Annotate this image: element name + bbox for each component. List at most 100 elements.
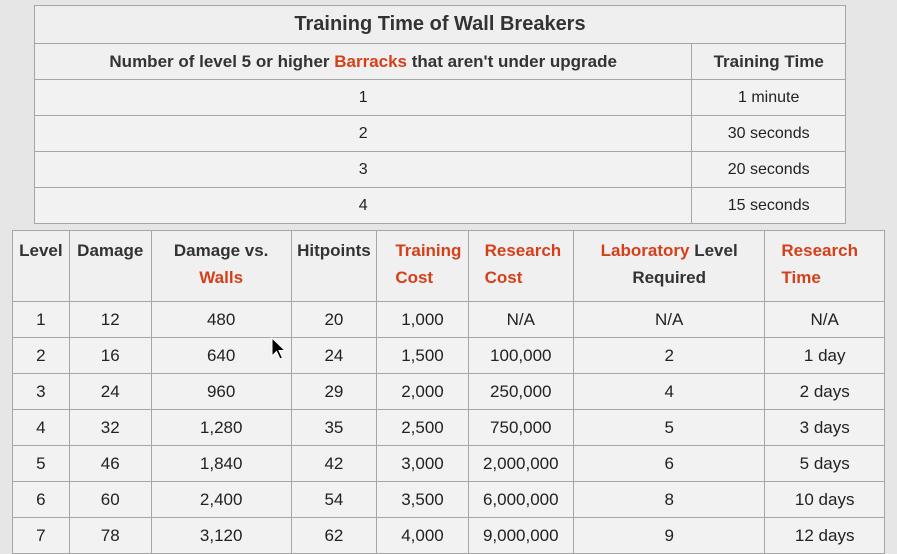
damage-header: Damage (68, 230, 152, 302)
research-time-cell: 2 days (764, 373, 885, 410)
damage-vs-walls-cell: 1,280 (150, 409, 292, 446)
research-time-cell: 5 days (764, 445, 885, 482)
research-cost-link[interactable]: Cost (484, 268, 523, 287)
table-row: 2 30 seconds (33, 115, 846, 152)
header-text: Damage vs. (173, 241, 269, 260)
laboratory-link[interactable]: Laboratory (600, 241, 690, 260)
research-time-cell: 12 days (764, 517, 885, 554)
training-time-cell: 20 seconds (691, 151, 846, 188)
barracks-count-cell: 1 (33, 79, 693, 116)
research-cost-cell: N/A (467, 301, 574, 338)
damage-cell: 46 (68, 445, 152, 482)
hitpoints-cell: 35 (290, 409, 378, 446)
training-time-header: Training Time (691, 43, 846, 80)
hitpoints-cell: 20 (290, 301, 378, 338)
header-text: Required (632, 268, 707, 287)
table-row: 2 16 640 24 1,500 100,000 2 1 day (12, 337, 885, 374)
research-time-link[interactable]: Research (781, 241, 858, 260)
hitpoints-cell: 42 (290, 445, 378, 482)
training-cost-cell: 2,500 (376, 409, 469, 446)
training-cost-cell: 3,500 (376, 481, 469, 518)
laboratory-level-cell: 4 (572, 373, 766, 410)
research-cost-cell: 100,000 (467, 337, 574, 374)
research-cost-link[interactable]: Research (484, 241, 562, 260)
research-time-cell: 10 days (764, 481, 885, 518)
laboratory-level-header: Laboratory Level Required (572, 230, 766, 302)
training-cost-link[interactable]: Cost (395, 268, 434, 287)
training-time-table: Training Time of Wall Breakers Number of… (33, 5, 846, 224)
research-cost-cell: 9,000,000 (467, 517, 574, 554)
table-row: 1 12 480 20 1,000 N/A N/A N/A (12, 301, 885, 338)
table-row: 3 20 seconds (33, 151, 846, 188)
barracks-count-cell: 2 (33, 115, 693, 152)
level-cell: 7 (12, 517, 70, 554)
barracks-link[interactable]: Barracks (334, 51, 408, 71)
research-time-cell: 1 day (764, 337, 885, 374)
hitpoints-cell: 54 (290, 481, 378, 518)
research-time-header[interactable]: Research Time (764, 230, 885, 302)
damage-cell: 24 (68, 373, 152, 410)
barracks-count-cell: 4 (33, 187, 693, 224)
damage-vs-walls-cell: 480 (150, 301, 292, 338)
damage-vs-walls-cell: 1,840 (150, 445, 292, 482)
level-cell: 3 (12, 373, 70, 410)
damage-vs-walls-cell: 2,400 (150, 481, 292, 518)
level-cell: 1 (12, 301, 70, 338)
training-cost-link[interactable]: Training (395, 241, 462, 260)
training-cost-cell: 2,000 (376, 373, 469, 410)
table-row: 5 46 1,840 42 3,000 2,000,000 6 5 days (12, 445, 885, 482)
research-cost-cell: 2,000,000 (467, 445, 574, 482)
walls-link[interactable]: Walls (199, 268, 244, 287)
level-cell: 6 (12, 481, 70, 518)
hitpoints-cell: 62 (290, 517, 378, 554)
research-time-cell: N/A (764, 301, 885, 338)
research-cost-cell: 6,000,000 (467, 481, 574, 518)
laboratory-level-cell: 6 (572, 445, 766, 482)
wall-breaker-stats-table: Level Damage Damage vs. Walls Hitpoints T… (12, 230, 885, 554)
header-text: Level (689, 241, 738, 260)
level-header: Level (12, 230, 70, 302)
training-time-cell: 15 seconds (691, 187, 846, 224)
research-cost-header[interactable]: Research Cost (467, 230, 574, 302)
training-cost-cell: 1,500 (376, 337, 469, 374)
level-cell: 5 (12, 445, 70, 482)
damage-vs-walls-cell: 3,120 (150, 517, 292, 554)
table-caption: Training Time of Wall Breakers (34, 5, 846, 44)
damage-vs-walls-header: Damage vs. Walls (150, 230, 292, 302)
damage-cell: 12 (68, 301, 152, 338)
barracks-count-cell: 3 (33, 151, 693, 188)
damage-vs-walls-cell: 640 (150, 337, 292, 374)
training-cost-cell: 1,000 (376, 301, 469, 338)
table-row: 7 78 3,120 62 4,000 9,000,000 9 12 days (12, 517, 885, 554)
training-cost-cell: 3,000 (376, 445, 469, 482)
damage-cell: 16 (68, 337, 152, 374)
level-cell: 4 (12, 409, 70, 446)
table-row: 4 15 seconds (33, 187, 846, 224)
damage-cell: 78 (68, 517, 152, 554)
header-text: that aren't under upgrade (407, 51, 617, 71)
hitpoints-cell: 24 (290, 337, 378, 374)
hitpoints-cell: 29 (290, 373, 378, 410)
training-time-cell: 1 minute (691, 79, 846, 116)
header-text: Number of level 5 or higher (109, 51, 335, 71)
hitpoints-header: Hitpoints (290, 230, 378, 302)
training-time-cell: 30 seconds (691, 115, 846, 152)
damage-vs-walls-cell: 960 (150, 373, 292, 410)
barracks-count-header: Number of level 5 or higher Barracks tha… (33, 43, 693, 80)
table-row: 6 60 2,400 54 3,500 6,000,000 8 10 days (12, 481, 885, 518)
level-cell: 2 (12, 337, 70, 374)
research-time-link[interactable]: Time (781, 268, 821, 287)
laboratory-level-cell: 8 (572, 481, 766, 518)
laboratory-level-cell: 2 (572, 337, 766, 374)
table-row: 4 32 1,280 35 2,500 750,000 5 3 days (12, 409, 885, 446)
laboratory-level-cell: 9 (572, 517, 766, 554)
mouse-pointer-icon (271, 337, 287, 360)
research-time-cell: 3 days (764, 409, 885, 446)
damage-cell: 60 (68, 481, 152, 518)
research-cost-cell: 750,000 (467, 409, 574, 446)
training-cost-header[interactable]: Training Cost (376, 230, 469, 302)
laboratory-level-cell: 5 (572, 409, 766, 446)
damage-cell: 32 (68, 409, 152, 446)
training-cost-cell: 4,000 (376, 517, 469, 554)
